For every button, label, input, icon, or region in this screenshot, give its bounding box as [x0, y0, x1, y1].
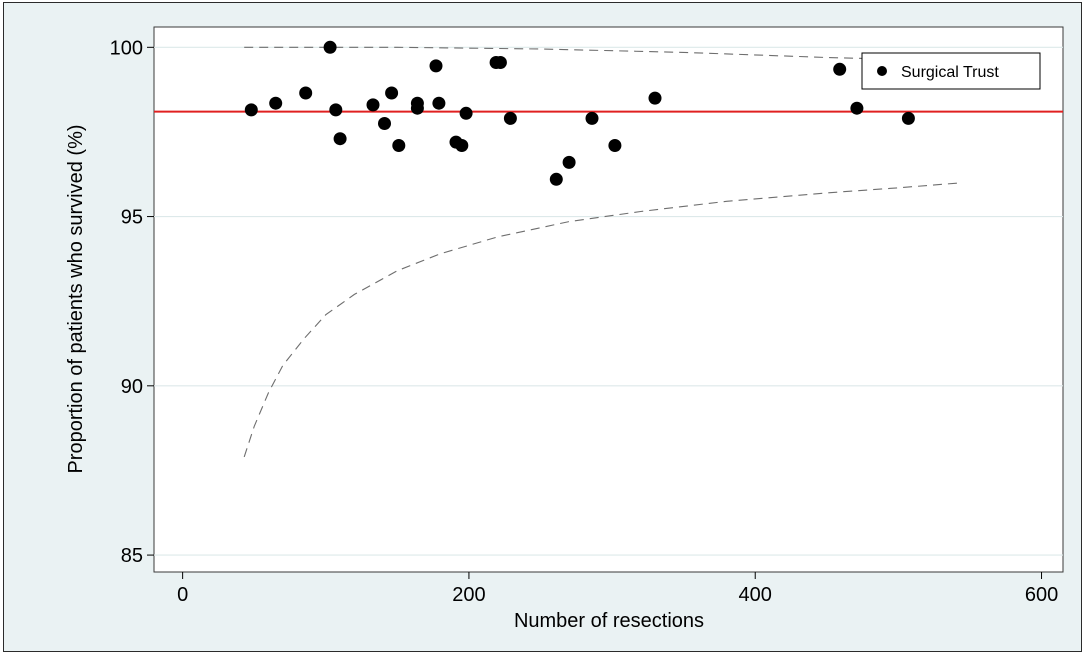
data-point	[550, 173, 563, 186]
data-point	[299, 87, 312, 100]
legend-label: Surgical Trust	[901, 64, 999, 81]
data-point	[269, 97, 282, 110]
data-point	[367, 98, 380, 111]
data-point	[850, 102, 863, 115]
data-point	[504, 112, 517, 125]
plot-area	[154, 27, 1063, 572]
funnel-plot: 85 90 95 100 0 200 400 600 Surgical Trust Numbe…	[4, 3, 1083, 653]
data-point	[608, 139, 621, 152]
y-tick-label: 100	[110, 37, 143, 59]
x-tick-label: 600	[1025, 584, 1058, 606]
chart-frame: 85 90 95 100 0 200 400 600 Surgical Trust Numbe…	[3, 2, 1082, 652]
x-tick-label: 400	[739, 584, 772, 606]
y-axis-title: Proportion of patients who survived (%)	[65, 124, 87, 473]
y-tick-label: 90	[121, 376, 143, 398]
data-point	[460, 107, 473, 120]
legend-marker	[877, 66, 887, 76]
data-point	[245, 103, 258, 116]
y-tick-label: 85	[121, 545, 143, 567]
x-axis-title: Number of resections	[514, 610, 704, 632]
data-point	[455, 139, 468, 152]
data-point	[833, 63, 846, 76]
data-point	[324, 41, 337, 54]
data-point	[432, 97, 445, 110]
data-point	[378, 117, 391, 130]
data-point	[563, 156, 576, 169]
data-point	[586, 112, 599, 125]
data-point	[430, 59, 443, 72]
y-tick-label: 95	[121, 207, 143, 229]
x-tick-label: 0	[177, 584, 188, 606]
x-tick-label: 200	[452, 584, 485, 606]
data-point	[392, 139, 405, 152]
legend: Surgical Trust	[862, 53, 1040, 89]
data-point	[334, 132, 347, 145]
data-point	[649, 92, 662, 105]
data-point	[411, 102, 424, 115]
data-point	[329, 103, 342, 116]
data-point	[385, 87, 398, 100]
data-point	[902, 112, 915, 125]
data-point	[494, 56, 507, 69]
